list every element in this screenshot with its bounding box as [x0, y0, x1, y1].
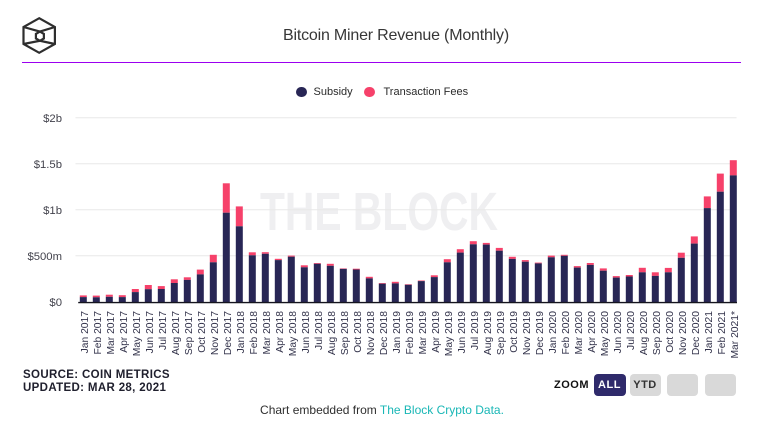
svg-text:Sep 2020: Sep 2020	[652, 311, 663, 355]
svg-text:Aug 2019: Aug 2019	[483, 311, 494, 355]
svg-text:Aug 2020: Aug 2020	[639, 311, 650, 355]
svg-text:Oct 2020: Oct 2020	[665, 311, 676, 353]
svg-text:Nov 2019: Nov 2019	[522, 311, 533, 355]
svg-text:Jul 2020: Jul 2020	[626, 311, 637, 350]
svg-text:Mar 2018: Mar 2018	[262, 311, 273, 355]
svg-text:Nov 2017: Nov 2017	[210, 311, 221, 355]
svg-text:Mar 2017: Mar 2017	[106, 311, 117, 355]
svg-text:Oct 2019: Oct 2019	[509, 311, 520, 353]
svg-text:Sep 2019: Sep 2019	[496, 311, 507, 355]
svg-text:Apr 2020: Apr 2020	[587, 311, 598, 353]
svg-text:$0: $0	[49, 297, 62, 309]
svg-text:$1b: $1b	[43, 205, 62, 217]
svg-text:Dec 2019: Dec 2019	[535, 311, 546, 355]
svg-text:Feb 2021: Feb 2021	[717, 311, 728, 355]
svg-text:Mar 2019: Mar 2019	[418, 311, 429, 355]
svg-text:Jan 2020: Jan 2020	[548, 311, 559, 354]
svg-text:May 2018: May 2018	[288, 311, 299, 356]
svg-text:Sep 2017: Sep 2017	[184, 311, 195, 355]
svg-text:Aug 2018: Aug 2018	[327, 311, 338, 355]
svg-text:Oct 2017: Oct 2017	[197, 311, 208, 353]
svg-text:Jan 2017: Jan 2017	[80, 311, 91, 354]
svg-text:Feb 2020: Feb 2020	[561, 311, 572, 355]
svg-text:Mar 2020: Mar 2020	[574, 311, 585, 355]
svg-text:Apr 2019: Apr 2019	[431, 311, 442, 353]
svg-text:Jun 2018: Jun 2018	[301, 311, 312, 354]
svg-text:Oct 2018: Oct 2018	[353, 311, 364, 353]
svg-text:Apr 2017: Apr 2017	[119, 311, 130, 353]
svg-text:$1.5b: $1.5b	[34, 159, 62, 171]
svg-text:Mar 2021*: Mar 2021*	[730, 311, 741, 359]
svg-text:Dec 2017: Dec 2017	[223, 311, 234, 355]
svg-text:Jun 2020: Jun 2020	[613, 311, 624, 354]
svg-text:Jul 2017: Jul 2017	[158, 311, 169, 350]
svg-text:Dec 2020: Dec 2020	[691, 311, 702, 355]
svg-text:Feb 2019: Feb 2019	[405, 311, 416, 355]
svg-text:May 2017: May 2017	[132, 311, 143, 356]
svg-text:Nov 2018: Nov 2018	[366, 311, 377, 355]
svg-text:Feb 2018: Feb 2018	[249, 311, 260, 355]
svg-text:Feb 2017: Feb 2017	[93, 311, 104, 355]
svg-text:THE BLOCK: THE BLOCK	[260, 183, 498, 242]
svg-text:May 2020: May 2020	[600, 311, 611, 356]
svg-text:Apr 2018: Apr 2018	[275, 311, 286, 353]
svg-text:Jun 2019: Jun 2019	[457, 311, 468, 354]
svg-text:Sep 2018: Sep 2018	[340, 311, 351, 355]
svg-text:Dec 2018: Dec 2018	[379, 311, 390, 355]
svg-text:Jun 2017: Jun 2017	[145, 311, 156, 354]
svg-text:Jan 2021: Jan 2021	[704, 311, 715, 354]
svg-text:Nov 2020: Nov 2020	[678, 311, 689, 355]
svg-text:$2b: $2b	[43, 113, 62, 125]
svg-text:Jul 2018: Jul 2018	[314, 311, 325, 350]
svg-text:Jul 2019: Jul 2019	[470, 311, 481, 350]
svg-text:May 2019: May 2019	[444, 311, 455, 356]
svg-text:Jan 2019: Jan 2019	[392, 311, 403, 354]
svg-text:Jan 2018: Jan 2018	[236, 311, 247, 354]
svg-text:Aug 2017: Aug 2017	[171, 311, 182, 355]
svg-text:$500m: $500m	[27, 251, 62, 263]
